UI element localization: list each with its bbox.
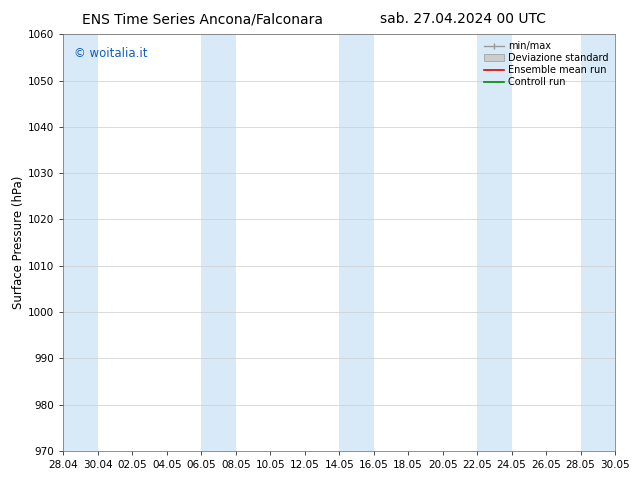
Bar [339,34,373,451]
Y-axis label: Surface Pressure (hPa): Surface Pressure (hPa) [12,176,25,309]
Text: ENS Time Series Ancona/Falconara: ENS Time Series Ancona/Falconara [82,12,323,26]
Legend: min/max, Deviazione standard, Ensemble mean run, Controll run: min/max, Deviazione standard, Ensemble m… [481,37,612,91]
Bar [581,34,615,451]
Bar [477,34,512,451]
Bar [63,34,98,451]
Text: © woitalia.it: © woitalia.it [74,47,148,60]
Text: sab. 27.04.2024 00 UTC: sab. 27.04.2024 00 UTC [380,12,546,26]
Bar [202,34,236,451]
